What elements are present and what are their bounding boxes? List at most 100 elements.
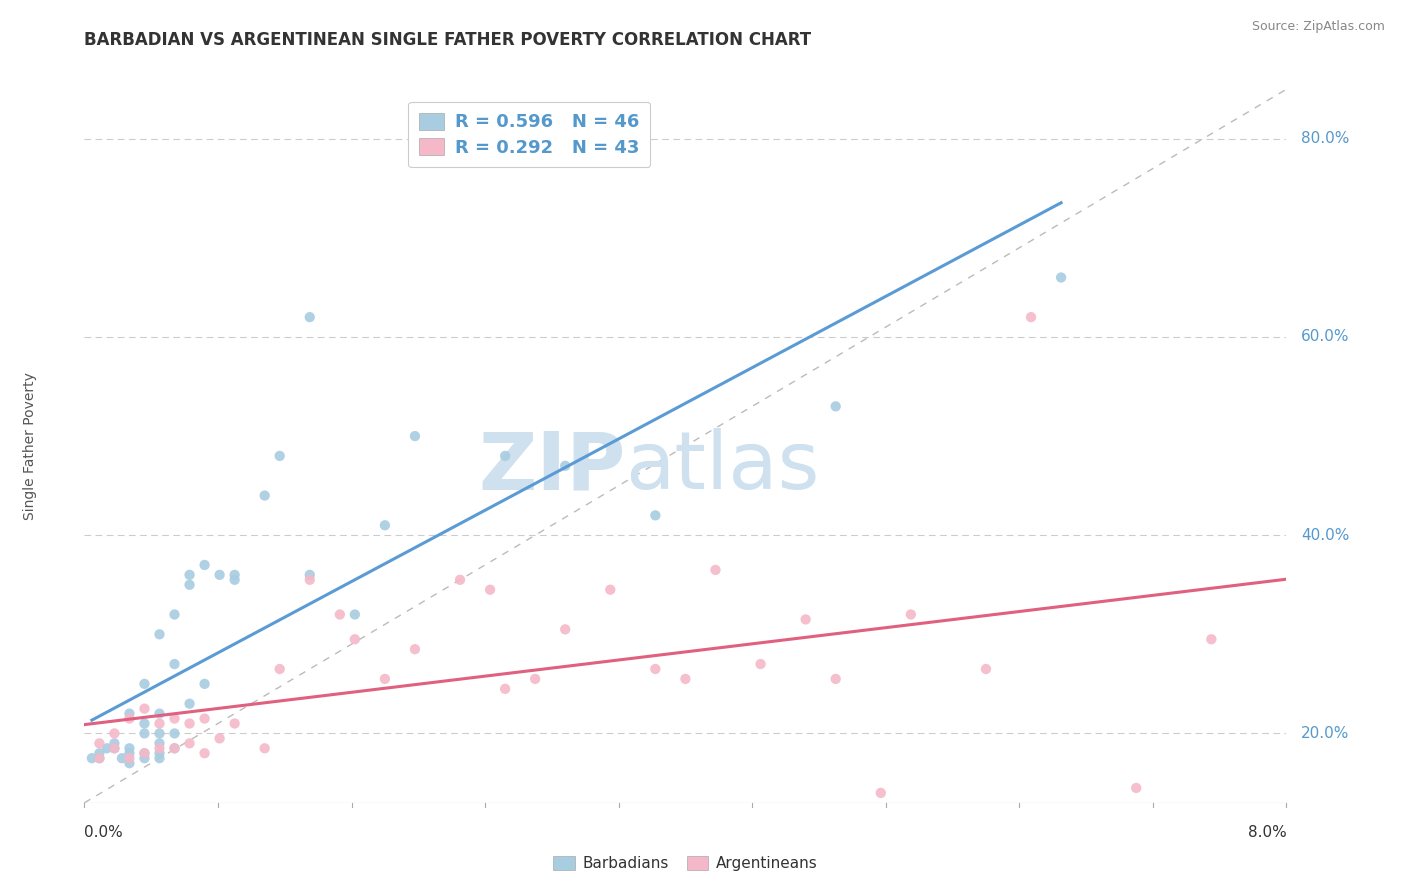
Point <box>103 741 125 756</box>
Point <box>974 662 997 676</box>
Point <box>269 662 291 676</box>
Text: BARBADIAN VS ARGENTINEAN SINGLE FATHER POVERTY CORRELATION CHART: BARBADIAN VS ARGENTINEAN SINGLE FATHER P… <box>84 31 811 49</box>
Point <box>134 726 156 740</box>
Point <box>224 567 246 582</box>
Text: 20.0%: 20.0% <box>1301 726 1350 741</box>
Point <box>148 736 170 750</box>
Point <box>224 716 246 731</box>
Point <box>163 741 186 756</box>
Point <box>253 489 276 503</box>
Point <box>900 607 922 622</box>
Point <box>148 746 170 760</box>
Point <box>103 726 125 740</box>
Point <box>869 786 891 800</box>
Text: ZIP: ZIP <box>478 428 626 507</box>
Point <box>89 751 111 765</box>
Point <box>208 731 231 746</box>
Point <box>118 741 141 756</box>
Point <box>749 657 772 671</box>
Text: 60.0%: 60.0% <box>1301 329 1350 344</box>
Text: 0.0%: 0.0% <box>84 825 124 840</box>
Point <box>404 429 426 443</box>
Point <box>103 736 125 750</box>
Point <box>208 567 231 582</box>
Text: Source: ZipAtlas.com: Source: ZipAtlas.com <box>1251 20 1385 33</box>
Point <box>163 726 186 740</box>
Point <box>80 751 103 765</box>
Point <box>824 672 846 686</box>
Point <box>554 458 576 473</box>
Point <box>194 558 217 572</box>
Point <box>1019 310 1042 325</box>
Point <box>148 627 170 641</box>
Point <box>449 573 471 587</box>
Point <box>148 716 170 731</box>
Text: 80.0%: 80.0% <box>1301 131 1350 146</box>
Point <box>194 712 217 726</box>
Point <box>374 518 396 533</box>
Point <box>163 712 186 726</box>
Point <box>1125 780 1147 795</box>
Point <box>404 642 426 657</box>
Point <box>148 726 170 740</box>
Point <box>163 657 186 671</box>
Point <box>298 567 321 582</box>
Point <box>298 573 321 587</box>
Point <box>96 741 118 756</box>
Point <box>163 607 186 622</box>
Point <box>118 756 141 771</box>
Point <box>194 746 217 760</box>
Point <box>224 573 246 587</box>
Point <box>329 607 352 622</box>
Point <box>148 706 170 721</box>
Point <box>134 677 156 691</box>
Point <box>675 672 697 686</box>
Point <box>343 632 366 647</box>
Point <box>118 746 141 760</box>
Point <box>824 400 846 414</box>
Point <box>118 751 141 765</box>
Text: Single Father Poverty: Single Father Poverty <box>24 372 38 520</box>
Point <box>194 677 217 691</box>
Point <box>644 508 666 523</box>
Point <box>554 623 576 637</box>
Point <box>111 751 134 765</box>
Point <box>148 751 170 765</box>
Point <box>374 672 396 686</box>
Point <box>179 736 201 750</box>
Point <box>134 701 156 715</box>
Point <box>103 741 125 756</box>
Point <box>134 716 156 731</box>
Point <box>179 578 201 592</box>
Point <box>179 567 201 582</box>
Point <box>494 449 516 463</box>
Point <box>524 672 547 686</box>
Point <box>343 607 366 622</box>
Legend: Barbadians, Argentineans: Barbadians, Argentineans <box>547 850 824 878</box>
Point <box>89 736 111 750</box>
Point <box>704 563 727 577</box>
Point <box>644 662 666 676</box>
Point <box>1050 270 1073 285</box>
Text: atlas: atlas <box>626 428 820 507</box>
Point <box>479 582 502 597</box>
Point <box>134 746 156 760</box>
Text: 40.0%: 40.0% <box>1301 528 1350 542</box>
Point <box>89 746 111 760</box>
Point <box>253 741 276 756</box>
Point <box>179 697 201 711</box>
Point <box>298 310 321 325</box>
Point <box>118 706 141 721</box>
Point <box>179 716 201 731</box>
Point <box>118 712 141 726</box>
Point <box>134 746 156 760</box>
Point <box>89 751 111 765</box>
Text: 8.0%: 8.0% <box>1247 825 1286 840</box>
Point <box>794 612 817 626</box>
Point <box>163 741 186 756</box>
Point <box>148 741 170 756</box>
Point <box>1201 632 1223 647</box>
Point <box>599 582 621 597</box>
Point <box>494 681 516 696</box>
Point <box>269 449 291 463</box>
